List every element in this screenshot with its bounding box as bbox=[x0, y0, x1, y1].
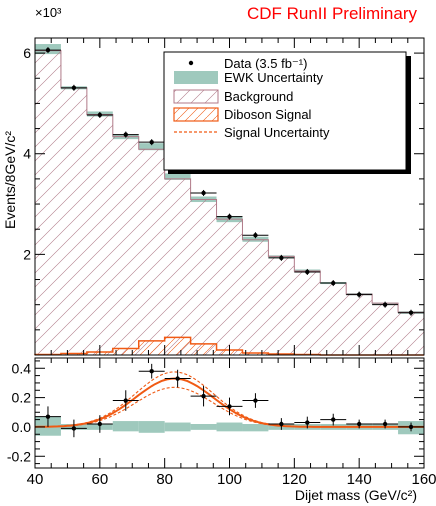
ratio-y-tick-label: 0.4 bbox=[12, 360, 32, 376]
y-axis-label: Events/8GeV/c² bbox=[2, 131, 18, 229]
x-tick-label: 60 bbox=[91, 471, 108, 488]
ratio-point bbox=[71, 426, 77, 431]
ratio-point bbox=[227, 404, 232, 409]
main-y-tick-label: 2 bbox=[23, 246, 31, 262]
data-point bbox=[149, 139, 154, 145]
ratio-point bbox=[149, 369, 154, 374]
ratio-y-tick-label: 0.2 bbox=[12, 390, 32, 406]
x-tick-label: 160 bbox=[411, 471, 436, 488]
x-tick-label: 100 bbox=[217, 471, 242, 488]
data-point bbox=[45, 47, 51, 53]
y-multiplier: ×10³ bbox=[35, 5, 62, 20]
background-fill bbox=[35, 50, 424, 355]
data-point bbox=[227, 214, 232, 219]
ewk-band-bin bbox=[138, 143, 165, 151]
ratio-band-bin bbox=[112, 421, 139, 432]
data-point bbox=[71, 85, 77, 91]
ratio-band-bin bbox=[242, 424, 269, 432]
data-point bbox=[382, 302, 388, 307]
ewk-band-bin bbox=[242, 236, 269, 242]
ratio-point bbox=[253, 398, 258, 403]
ratio-band-bin bbox=[164, 422, 191, 432]
ratio-plot: -0.2 0.0 0.2 0.4 40 60 80 100 120 140 160 bbox=[7, 357, 436, 488]
data-point bbox=[201, 190, 206, 196]
legend-bg-label: Background bbox=[224, 89, 293, 104]
legend-signal-swatch bbox=[173, 107, 219, 122]
main-y-tick-label: 4 bbox=[23, 146, 31, 162]
ewk-band-bin bbox=[164, 173, 191, 180]
legend-data-label: Data (3.5 fb⁻¹) bbox=[224, 56, 307, 71]
x-tick-label: 140 bbox=[347, 471, 372, 488]
x-tick-label: 40 bbox=[27, 471, 44, 488]
data-point bbox=[356, 292, 362, 297]
x-tick-label: 120 bbox=[282, 471, 307, 488]
ratio-point bbox=[123, 398, 128, 403]
ratio-point bbox=[279, 421, 284, 427]
ratio-point bbox=[408, 424, 414, 430]
ratio-y-tick-label: -0.2 bbox=[7, 448, 31, 464]
ratio-band-bin bbox=[216, 422, 243, 432]
ratio-band-bin bbox=[138, 421, 165, 433]
chart-title: CDF RunII Preliminary bbox=[247, 4, 418, 23]
main-y-tick-label: 6 bbox=[23, 45, 31, 61]
ratio-point bbox=[331, 417, 336, 422]
ratio-point bbox=[201, 393, 206, 399]
legend: Data (3.5 fb⁻¹) EWK Uncertainty Backgrou… bbox=[163, 51, 411, 174]
x-axis-label: Dijet mass (GeV/c²) bbox=[295, 487, 417, 503]
legend-ewk-swatch bbox=[174, 71, 218, 84]
ratio-band-bin bbox=[190, 424, 217, 430]
legend-bg-swatch bbox=[173, 89, 219, 104]
ratio-y-tick-label: 0.0 bbox=[12, 419, 32, 435]
legend-ewk-label: EWK Uncertainty bbox=[224, 70, 323, 85]
ratio-point bbox=[382, 421, 388, 427]
data-point bbox=[279, 255, 284, 261]
data-point bbox=[305, 269, 310, 275]
x-tick-label: 80 bbox=[156, 471, 173, 488]
data-point bbox=[253, 233, 258, 238]
ratio-point bbox=[305, 420, 310, 425]
data-point bbox=[97, 112, 103, 118]
ratio-point bbox=[356, 421, 362, 427]
ratio-point bbox=[45, 414, 51, 419]
legend-data-marker bbox=[188, 60, 194, 66]
data-point bbox=[331, 280, 336, 286]
ratio-point bbox=[175, 376, 180, 381]
main-plot: 2 4 6 bbox=[23, 37, 425, 356]
legend-sigunc-label: Signal Uncertainty bbox=[224, 125, 330, 140]
legend-signal-label: Diboson Signal bbox=[224, 107, 312, 122]
ratio-point bbox=[97, 421, 103, 427]
data-point bbox=[123, 132, 128, 137]
data-point bbox=[408, 310, 414, 315]
